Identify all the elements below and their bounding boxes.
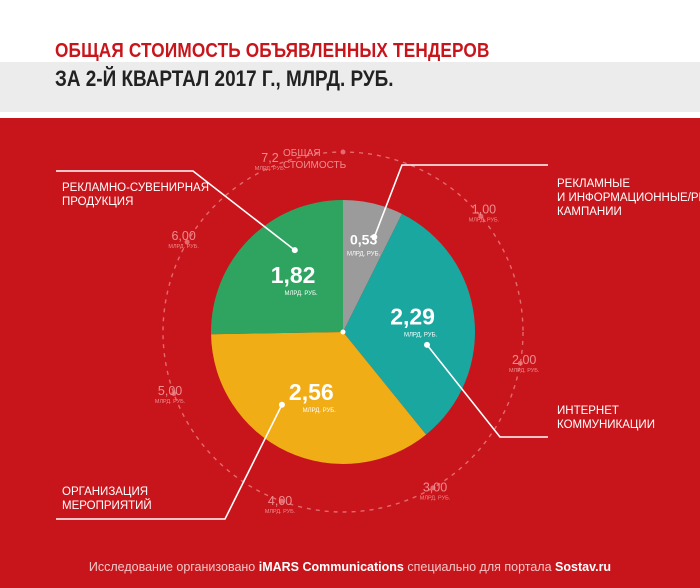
scale-tick-label: 6,00 [171, 229, 195, 243]
total-caption-line1: ОБЩАЯ [283, 148, 321, 159]
slice-value-label: 1,82 [271, 262, 316, 288]
scale-tick-label: 2,00 [512, 353, 536, 367]
total-caption-line2: СТОИМОСТЬ [283, 160, 347, 171]
scale-tick-label: 1,00 [472, 203, 496, 217]
leader-line [56, 404, 283, 520]
chart-subtitle: ЗА 2-Й КВАРТАЛ 2017 Г., МЛРД. РУБ. [55, 66, 394, 91]
pie-slice [343, 213, 475, 435]
leader-line [426, 344, 548, 438]
pie-slices [211, 200, 475, 464]
label-events: ОРГАНИЗАЦИЯ МЕРОПРИЯТИЙ [62, 486, 152, 512]
leader-dot [291, 247, 298, 254]
pie-center-dot [340, 329, 346, 335]
slice-unit-label: МЛРД. РУБ. [347, 251, 381, 257]
slice-value-label: 2,29 [390, 303, 435, 329]
chart-title: ОБЩАЯ СТОИМОСТЬ ОБЪЯВЛЕННЫХ ТЕНДЕРОВ [55, 40, 490, 62]
label-internet-communications: ИНТЕРНЕТ КОММУНИКАЦИИ [557, 405, 655, 431]
scale-tick-unit: МЛРД. РУБ. [420, 495, 451, 501]
slice-value-label: 2,56 [289, 379, 334, 405]
scale-tick-unit: МЛРД. РУБ. [255, 166, 286, 172]
slice-unit-label: МЛРД. РУБ. [404, 332, 438, 338]
scale-tick-dot [430, 485, 436, 491]
label-souvenirs: РЕКЛАМНО-СУВЕНИРНАЯ ПРОДУКЦИЯ [62, 182, 210, 208]
pie-slice [211, 200, 343, 335]
leader-lines [56, 164, 548, 520]
scale-tick-dot [517, 360, 523, 366]
header-band [0, 62, 700, 112]
leader-line [56, 170, 296, 251]
scale-tick-unit: МЛРД. РУБ. [509, 368, 540, 374]
scale-tick-dot [278, 498, 284, 504]
scale-tick-label: 7,2 [261, 151, 278, 165]
scale-tick-unit: МЛРД. РУБ. [168, 244, 199, 250]
scale-tick-unit: МЛРД. РУБ. [265, 509, 296, 515]
scale-tick-label: 4,00 [268, 494, 292, 508]
slice-unit-label: МЛРД. РУБ. [303, 408, 337, 414]
scale-tick-dot [184, 239, 190, 245]
slice-value-label: 0,53 [350, 231, 377, 247]
slice-unit-label: МЛРД. РУБ. [284, 291, 318, 297]
leader-line [373, 164, 548, 238]
pie-slice [343, 200, 402, 332]
leader-dot [371, 234, 378, 241]
scale-tick-label: 3,00 [423, 480, 447, 494]
pie-slice [211, 332, 427, 464]
scale-tick-dot [340, 149, 346, 155]
leader-dot [424, 341, 431, 348]
scale-tick-label: 5,00 [158, 384, 182, 398]
scale-tick-unit: МЛРД. РУБ. [469, 218, 500, 224]
label-pr-campaigns: РЕКЛАМНЫЕ И ИНФОРМАЦИОННЫЕ/PR КАМПАНИИ [557, 178, 700, 218]
slice-value-labels: 0,53 МЛРД. РУБ. 2,29 МЛРД. РУБ. 2,56 МЛРД. РУ… [271, 231, 438, 414]
scale-tick-unit: МЛРД. РУБ. [155, 399, 186, 405]
leader-dot [278, 401, 285, 408]
scale-tick-dot [171, 391, 177, 397]
footer-credit: Исследование организовано iMARS Communic… [88, 560, 612, 574]
scale-tick-dot [478, 213, 484, 219]
